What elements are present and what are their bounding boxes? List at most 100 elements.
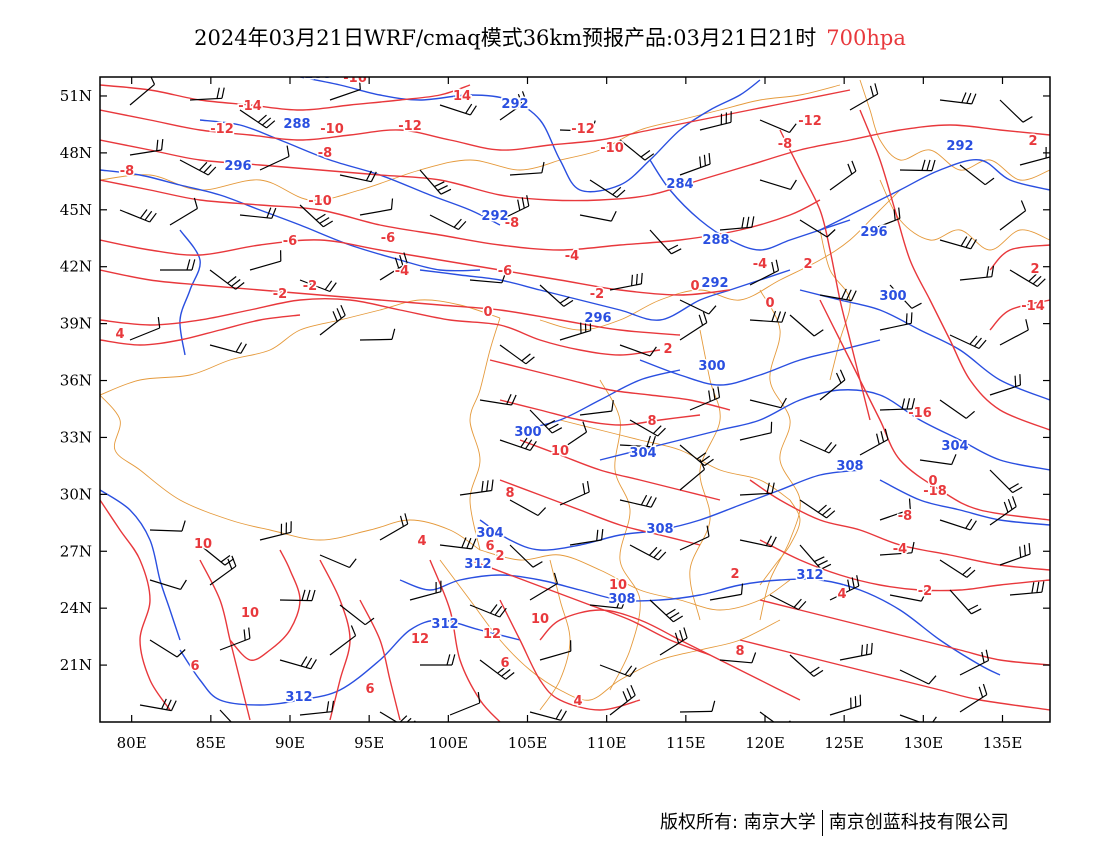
barb-flag [817,560,828,566]
wind-barb [149,579,187,590]
barb-shaft [989,469,1014,494]
wind-barb [299,204,334,228]
boundary-line [879,179,1050,251]
temperature-label: 6 [500,656,509,671]
barb-flag [813,329,824,337]
height-contour [419,269,791,321]
barb-flag [529,440,537,451]
barb-flag [150,77,156,85]
barb-flag [235,342,243,353]
barb-flag [640,494,648,506]
barb-shaft [799,499,827,519]
barb-flag [286,145,290,157]
y-tick-label: 30N [60,485,92,503]
wind-barb [749,397,787,409]
barb-shaft [939,519,971,531]
barb-flag [220,555,231,563]
barb-flag [1028,273,1038,282]
wind-barb [789,314,824,337]
barb-flag [511,394,517,406]
barb-shaft [789,314,815,337]
barb-flag [406,717,412,722]
barb-shaft [149,639,178,658]
barb-shaft [219,637,251,651]
wind-barb [799,219,836,238]
barb-flag [1036,278,1046,287]
barb-flag [521,353,531,362]
y-tick-label: 24N [60,599,92,617]
boundary-line [819,229,851,381]
barb-shaft [899,714,922,722]
barb-flag [548,423,559,430]
chart-title: 2024年03月21日WRF/cmaq模式36km预报产品:03月21日21时 7… [0,22,1100,52]
wind-barb [239,207,277,219]
barb-shaft [529,711,562,721]
barb-flag [391,328,396,340]
height-contour [599,389,1050,471]
wind-barb [619,344,657,357]
barb-shaft [129,83,155,106]
barb-flag [186,259,191,271]
barb-flag [506,393,512,405]
boundary-line [539,559,571,711]
barb-flag [231,555,237,567]
title-main: 2024年03月21日WRF/cmaq模式36km预报产品:03月21日21时 [194,26,817,50]
barb-shaft [509,499,539,517]
barb-shaft [999,99,1024,123]
barb-flag [781,311,787,323]
barb-shaft [149,579,181,590]
temperature-contour [499,479,701,546]
barb-flag [648,546,658,556]
temperature-contour [100,298,661,356]
barb-flag [809,666,820,674]
barb-flag [399,255,404,266]
temperature-label: -2 [273,287,287,302]
barb-flag [326,701,330,713]
barb-shaft [199,544,226,566]
barb-flag [207,166,217,176]
barb-shaft [1009,269,1038,288]
barb-shaft [339,604,366,626]
barb-shaft [409,591,442,601]
barb-shaft [799,439,830,454]
temperature-contour [779,129,871,421]
barb-shaft [629,544,659,561]
temperature-label: -10 [308,194,332,209]
temperature-label: 2 [1028,134,1037,149]
barb-flag [970,239,977,250]
wind-barb [799,499,836,519]
barb-flag [1031,582,1035,594]
barb-shaft [419,169,442,195]
temperature-label: -2 [590,287,604,302]
wind-barb [419,169,452,195]
barb-flag [771,310,777,322]
geopotential-height-contours [100,77,1050,706]
wind-barb [999,200,1027,231]
wind-barb [679,311,708,341]
barb-shaft [559,129,593,132]
y-tick-label: 39N [60,315,92,333]
temperature-contour [759,599,1050,666]
barb-shaft [559,491,590,506]
wind-barb [719,216,755,231]
barb-flag [358,78,361,90]
barb-flag [717,386,721,398]
temperature-label: 8 [735,644,744,659]
barb-flag [305,657,313,668]
boundary-line [859,79,1050,181]
barb-flag [501,272,507,284]
wind-barb [829,575,860,601]
barb-shaft [619,444,653,448]
barb-flag [521,197,525,209]
wind-barb [329,625,357,656]
barb-flag [329,282,337,292]
barb-shaft [709,593,742,601]
wind-barb [420,654,456,666]
temperature-label: -6 [381,231,395,246]
barb-flag [1036,581,1040,593]
barb-flag [965,237,973,248]
barb-flag [481,480,484,492]
barb-flag [649,346,657,357]
wind-barb [959,265,995,281]
barb-shaft [569,539,602,546]
